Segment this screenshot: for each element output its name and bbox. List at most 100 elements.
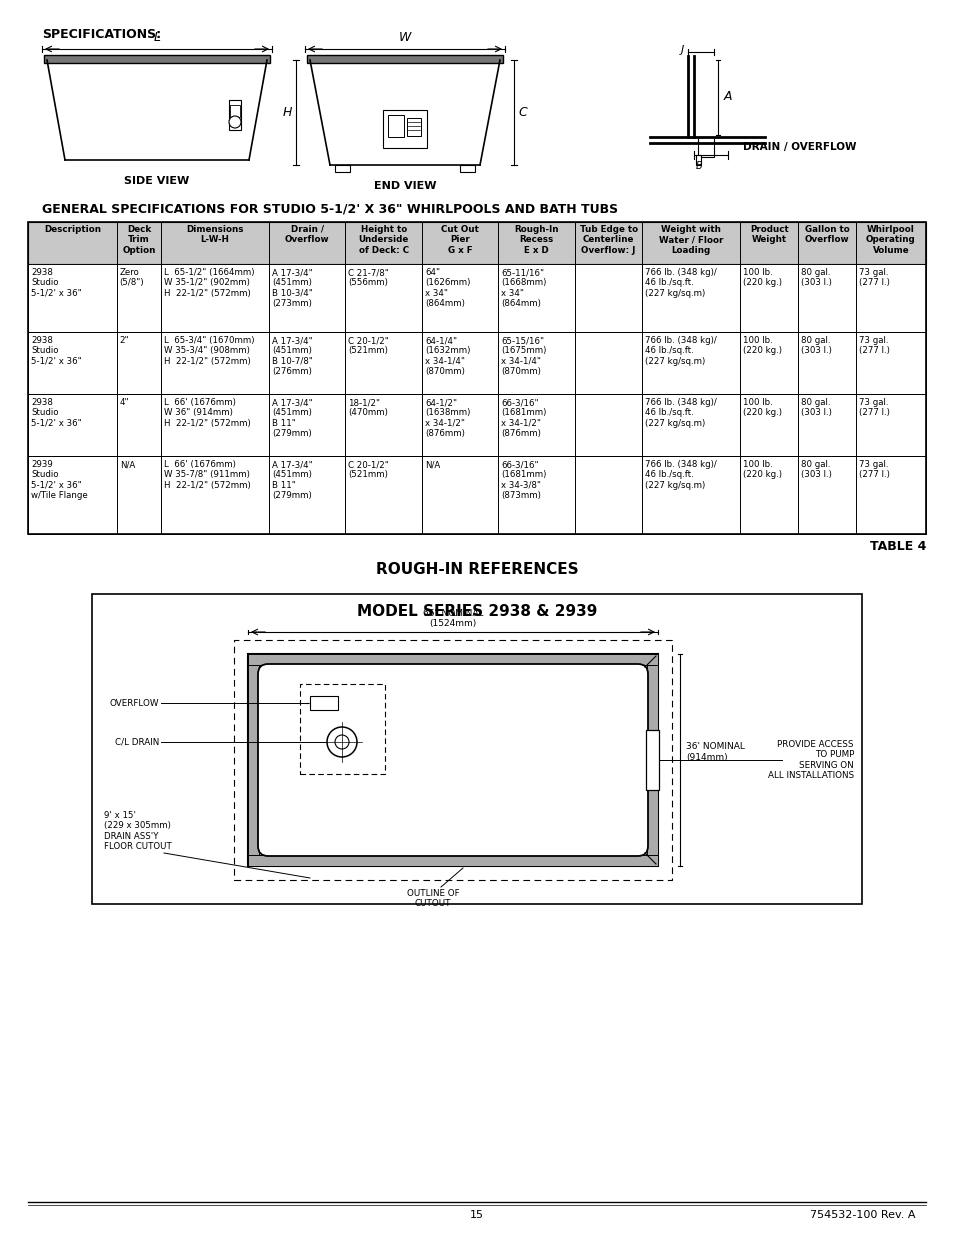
Text: Rough-In
Recess
E x D: Rough-In Recess E x D	[514, 225, 558, 254]
Text: W: W	[398, 31, 411, 44]
Text: C 20-1/2"
(521mm): C 20-1/2" (521mm)	[348, 459, 389, 479]
Text: Drain /
Overflow: Drain / Overflow	[285, 225, 329, 245]
Text: 64-1/2"
(1638mm)
x 34-1/2"
(876mm): 64-1/2" (1638mm) x 34-1/2" (876mm)	[424, 398, 470, 438]
Text: 2938
Studio
5-1/2' x 36": 2938 Studio 5-1/2' x 36"	[30, 268, 82, 298]
Text: 73 gal.
(277 l.): 73 gal. (277 l.)	[858, 336, 889, 356]
Text: C 21-7/8"
(556mm): C 21-7/8" (556mm)	[348, 268, 389, 288]
Text: A 17-3/4"
(451mm)
B 11"
(279mm): A 17-3/4" (451mm) B 11" (279mm)	[272, 459, 313, 500]
Text: J: J	[680, 44, 683, 56]
Text: OVERFLOW: OVERFLOW	[110, 699, 159, 708]
Bar	[459, 165, 475, 172]
Text: 15: 15	[470, 1210, 483, 1220]
Text: 766 lb. (348 kg)/
46 lb./sq.ft.
(227 kg/sq.m): 766 lb. (348 kg)/ 46 lb./sq.ft. (227 kg/…	[644, 336, 717, 366]
Bar	[645, 730, 659, 790]
Text: Tub Edge to
Centerline
Overflow: J: Tub Edge to Centerline Overflow: J	[579, 225, 637, 254]
Bar	[229, 100, 241, 130]
Text: 9' x 15'
(229 x 305mm)
DRAIN ASS'Y
FLOOR CUTOUT: 9' x 15' (229 x 305mm) DRAIN ASS'Y FLOOR…	[104, 811, 172, 851]
Text: 100 lb.
(220 kg.): 100 lb. (220 kg.)	[742, 398, 781, 417]
Text: 65-15/16"
(1675mm)
x 34-1/4"
(870mm): 65-15/16" (1675mm) x 34-1/4" (870mm)	[501, 336, 546, 377]
Bar	[28, 222, 925, 534]
Text: 754532-100 Rev. A: 754532-100 Rev. A	[810, 1210, 915, 1220]
Bar	[299, 684, 385, 774]
Text: A 17-3/4"
(451mm)
B 10-7/8"
(276mm): A 17-3/4" (451mm) B 10-7/8" (276mm)	[272, 336, 313, 377]
Bar	[310, 697, 337, 710]
Text: Description: Description	[44, 225, 101, 233]
Text: 2938
Studio
5-1/2' x 36": 2938 Studio 5-1/2' x 36"	[30, 398, 82, 427]
Bar	[248, 855, 658, 866]
Text: OUTLINE OF
CUTOUT: OUTLINE OF CUTOUT	[406, 889, 458, 909]
Text: C 20-1/2"
(521mm): C 20-1/2" (521mm)	[348, 336, 389, 356]
Text: END VIEW: END VIEW	[374, 182, 436, 191]
Circle shape	[335, 735, 349, 748]
Text: Height to
Underside
of Deck: C: Height to Underside of Deck: C	[358, 225, 408, 254]
Circle shape	[229, 116, 241, 128]
Text: 18-1/2"
(470mm): 18-1/2" (470mm)	[348, 398, 388, 417]
Bar	[698, 137, 713, 157]
Bar	[230, 105, 240, 117]
Bar	[28, 332, 925, 394]
Text: A 17-3/4"
(451mm)
B 10-3/4"
(273mm): A 17-3/4" (451mm) B 10-3/4" (273mm)	[272, 268, 313, 309]
Bar	[28, 394, 925, 456]
Bar	[28, 264, 925, 332]
Text: C: C	[517, 105, 526, 119]
Text: PROVIDE ACCESS
TO PUMP
SERVING ON
ALL INSTALLATIONS: PROVIDE ACCESS TO PUMP SERVING ON ALL IN…	[767, 740, 853, 781]
Bar	[248, 655, 658, 866]
Bar	[248, 655, 658, 664]
Text: 766 lb. (348 kg)/
46 lb./sq.ft.
(227 kg/sq.m): 766 lb. (348 kg)/ 46 lb./sq.ft. (227 kg/…	[644, 398, 717, 427]
Bar	[646, 664, 658, 855]
Text: Zero
(5/8"): Zero (5/8")	[119, 268, 144, 288]
Text: L  66' (1676mm)
W 35-7/8" (911mm)
H  22-1/2" (572mm): L 66' (1676mm) W 35-7/8" (911mm) H 22-1/…	[164, 459, 251, 490]
Text: SPECIFICATIONS:: SPECIFICATIONS:	[42, 28, 161, 41]
Bar	[248, 664, 258, 855]
Text: 766 lb. (348 kg)/
46 lb./sq.ft.
(227 kg/sq.m): 766 lb. (348 kg)/ 46 lb./sq.ft. (227 kg/…	[644, 459, 717, 490]
Text: ROUGH-IN REFERENCES: ROUGH-IN REFERENCES	[375, 562, 578, 577]
Text: DRAIN / OVERFLOW: DRAIN / OVERFLOW	[742, 142, 856, 152]
Bar	[91, 594, 862, 904]
Text: N/A: N/A	[424, 459, 439, 469]
Text: C/L DRAIN: C/L DRAIN	[114, 737, 159, 746]
Text: Deck
Trim
Option: Deck Trim Option	[122, 225, 155, 254]
Text: 64"
(1626mm)
x 34"
(864mm): 64" (1626mm) x 34" (864mm)	[424, 268, 470, 309]
Text: Weight with
Water / Floor
Loading: Weight with Water / Floor Loading	[659, 225, 722, 254]
Text: H: H	[282, 105, 292, 119]
Text: 2": 2"	[119, 336, 130, 345]
Text: A: A	[723, 90, 732, 104]
Text: 80 gal.
(303 l.): 80 gal. (303 l.)	[801, 459, 831, 479]
Bar	[307, 56, 502, 63]
Text: B: B	[696, 161, 702, 170]
Bar	[28, 456, 925, 534]
Bar	[28, 222, 925, 264]
Text: N/A: N/A	[119, 459, 134, 469]
Text: 100 lb.
(220 kg.): 100 lb. (220 kg.)	[742, 459, 781, 479]
Text: 80 gal.
(303 l.): 80 gal. (303 l.)	[801, 268, 831, 288]
Text: TABLE 4: TABLE 4	[869, 540, 925, 553]
Bar	[335, 165, 350, 172]
Text: 2939
Studio
5-1/2' x 36"
w/Tile Flange: 2939 Studio 5-1/2' x 36" w/Tile Flange	[30, 459, 88, 500]
Text: 4": 4"	[119, 398, 130, 408]
Text: SIDE VIEW: SIDE VIEW	[124, 177, 190, 186]
FancyBboxPatch shape	[257, 664, 647, 856]
Text: 80 gal.
(303 l.): 80 gal. (303 l.)	[801, 336, 831, 356]
Bar	[44, 56, 270, 63]
Text: L  66' (1676mm)
W 36" (914mm)
H  22-1/2" (572mm): L 66' (1676mm) W 36" (914mm) H 22-1/2" (…	[164, 398, 251, 427]
Text: Whirlpool
Operating
Volume: Whirlpool Operating Volume	[865, 225, 915, 254]
Text: L  65-3/4" (1670mm)
W 35-3/4" (908mm)
H  22-1/2" (572mm): L 65-3/4" (1670mm) W 35-3/4" (908mm) H 2…	[164, 336, 254, 366]
Text: 766 lb. (348 kg)/
46 lb./sq.ft.
(227 kg/sq.m): 766 lb. (348 kg)/ 46 lb./sq.ft. (227 kg/…	[644, 268, 717, 298]
Bar	[696, 156, 700, 165]
Text: 73 gal.
(277 l.): 73 gal. (277 l.)	[858, 398, 889, 417]
Circle shape	[327, 727, 356, 757]
Text: Gallon to
Overflow: Gallon to Overflow	[803, 225, 848, 245]
Text: 2938
Studio
5-1/2' x 36": 2938 Studio 5-1/2' x 36"	[30, 336, 82, 366]
Text: GENERAL SPECIFICATIONS FOR STUDIO 5-1/2' X 36" WHIRLPOOLS AND BATH TUBS: GENERAL SPECIFICATIONS FOR STUDIO 5-1/2'…	[42, 203, 618, 215]
Text: Product
Weight: Product Weight	[749, 225, 788, 245]
Bar	[407, 119, 420, 136]
Text: 73 gal.
(277 l.): 73 gal. (277 l.)	[858, 459, 889, 479]
Text: 66-3/16"
(1681mm)
x 34-1/2"
(876mm): 66-3/16" (1681mm) x 34-1/2" (876mm)	[501, 398, 546, 438]
Text: L: L	[153, 31, 160, 44]
Text: 36' NOMINAL
(914mm): 36' NOMINAL (914mm)	[685, 742, 744, 762]
Text: 80 gal.
(303 l.): 80 gal. (303 l.)	[801, 398, 831, 417]
Text: 73 gal.
(277 l.): 73 gal. (277 l.)	[858, 268, 889, 288]
Text: 64-1/4"
(1632mm)
x 34-1/4"
(870mm): 64-1/4" (1632mm) x 34-1/4" (870mm)	[424, 336, 470, 377]
Text: 65-11/16"
(1668mm)
x 34"
(864mm): 65-11/16" (1668mm) x 34" (864mm)	[501, 268, 546, 309]
Bar	[388, 115, 403, 137]
